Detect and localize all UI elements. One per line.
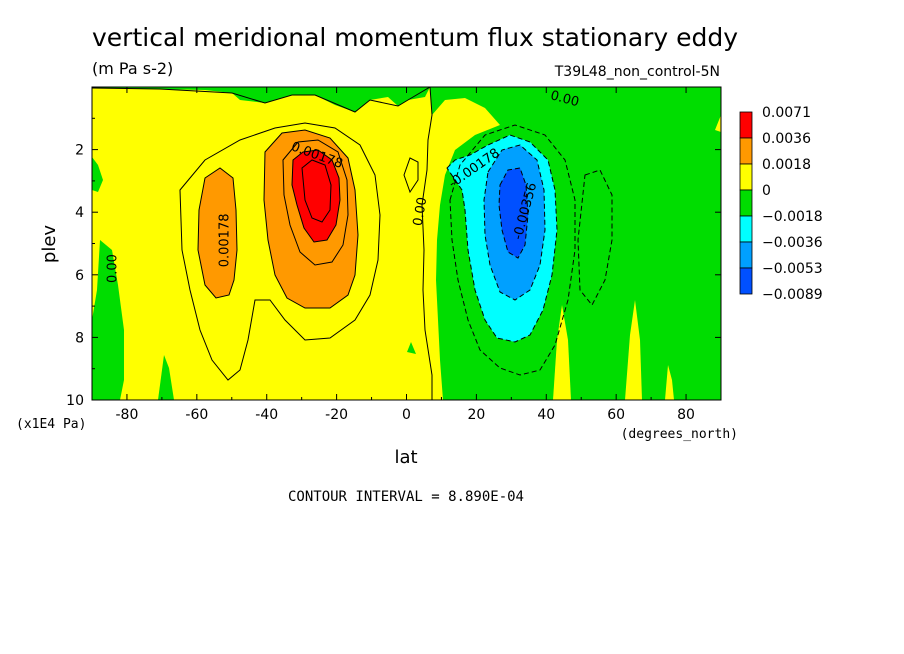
contour-neg-east <box>577 169 613 306</box>
legend-label: 0.0036 <box>762 131 811 147</box>
legend-label: −0.0089 <box>762 287 823 303</box>
y-tick-label: 6 <box>75 268 84 284</box>
contour-lines-negative <box>446 124 613 376</box>
contour-label: 0.00 <box>549 88 581 110</box>
y-tick-label: 2 <box>75 143 84 159</box>
x-tick-label: 0 <box>402 407 411 423</box>
neg-region-southpole <box>92 157 124 400</box>
x-tick-label: -40 <box>255 407 278 423</box>
y-tick-label: 10 <box>66 393 84 409</box>
contour-pos-outer <box>179 122 381 381</box>
pos-patch-north-5 <box>715 115 721 132</box>
y-axis-title: plev <box>39 225 60 264</box>
neg-region-south-mid <box>158 355 174 400</box>
legend-label: −0.0036 <box>762 235 823 251</box>
legend-label: 0.0071 <box>762 105 811 121</box>
contour-neg-outer <box>449 124 576 376</box>
contour-pos-south-main <box>263 129 359 309</box>
y-tick-label: 8 <box>75 330 84 346</box>
legend-label: 0.0018 <box>762 157 811 173</box>
contour-pos-south-inner3 <box>301 159 332 223</box>
contour-neg-mid <box>483 144 546 301</box>
x-tick-label: -20 <box>325 407 348 423</box>
legend-swatch <box>739 189 753 217</box>
x-axis-units: (degrees_north) <box>621 427 738 442</box>
x-tick-label: 40 <box>537 407 555 423</box>
contour-field <box>92 87 721 400</box>
contour-pos-equator-loop <box>403 157 419 194</box>
neg-min-north <box>499 168 528 258</box>
legend-swatch <box>739 241 753 269</box>
x-axis-title: lat <box>394 447 417 468</box>
neg-region-top <box>92 87 430 112</box>
x-tick-label: 60 <box>607 407 625 423</box>
contour-pos-south-inner1 <box>282 139 349 266</box>
legend-label: 0 <box>762 183 771 199</box>
contour-label: 0.00178 <box>217 213 232 267</box>
legend-swatch <box>739 111 753 139</box>
x-tick-label: 20 <box>467 407 485 423</box>
contour-zero-equator <box>421 87 433 400</box>
chart-units: (m Pa s-2) <box>92 59 173 78</box>
experiment-label: T39L48_non_control-5N <box>554 64 720 80</box>
contour-zero-south <box>92 87 431 113</box>
pos-patch-north-4 <box>665 365 674 400</box>
color-legend: 0.0071 0.0036 0.0018 0 −0.0018 −0.0036 −0.0053… <box>739 105 823 303</box>
pos-patch-north-1 <box>422 98 500 400</box>
legend-swatch <box>739 267 753 295</box>
legend-label: −0.0053 <box>762 261 823 277</box>
contour-neg-inner <box>498 167 529 259</box>
y-tick-label: 4 <box>75 205 84 221</box>
x-tick-label: -60 <box>185 407 208 423</box>
contour-lines <box>92 87 433 400</box>
neg-region-equator-spot <box>407 342 416 354</box>
legend-swatch <box>739 163 753 191</box>
pos-patch-north-2 <box>553 305 571 400</box>
legend-swatch <box>739 137 753 165</box>
contour-label: 0.00 <box>411 196 431 227</box>
legend-swatch <box>739 215 753 243</box>
y-axis-units: (x1E4 Pa) <box>16 417 86 432</box>
contour-neg-cyan <box>446 134 558 343</box>
y-axis: 2 4 6 8 10 <box>66 117 721 409</box>
contour-interval: CONTOUR INTERVAL = 8.890E-04 <box>288 489 524 505</box>
chart-title: vertical meridional momentum flux statio… <box>92 23 738 52</box>
contour-pos-south-secondary <box>197 167 238 299</box>
contour-pos-south-inner2 <box>291 149 341 243</box>
pos-patch-north-3 <box>625 300 642 400</box>
x-tick-label: -80 <box>116 407 139 423</box>
x-tick-label: 80 <box>677 407 695 423</box>
pos-region-south-secondary <box>198 168 237 298</box>
legend-label: −0.0018 <box>762 209 823 225</box>
x-axis: -80 -60 -40 -20 0 20 40 60 80 <box>91 87 722 423</box>
contour-label: 0.00 <box>105 254 120 283</box>
pos-max-south <box>292 150 340 242</box>
